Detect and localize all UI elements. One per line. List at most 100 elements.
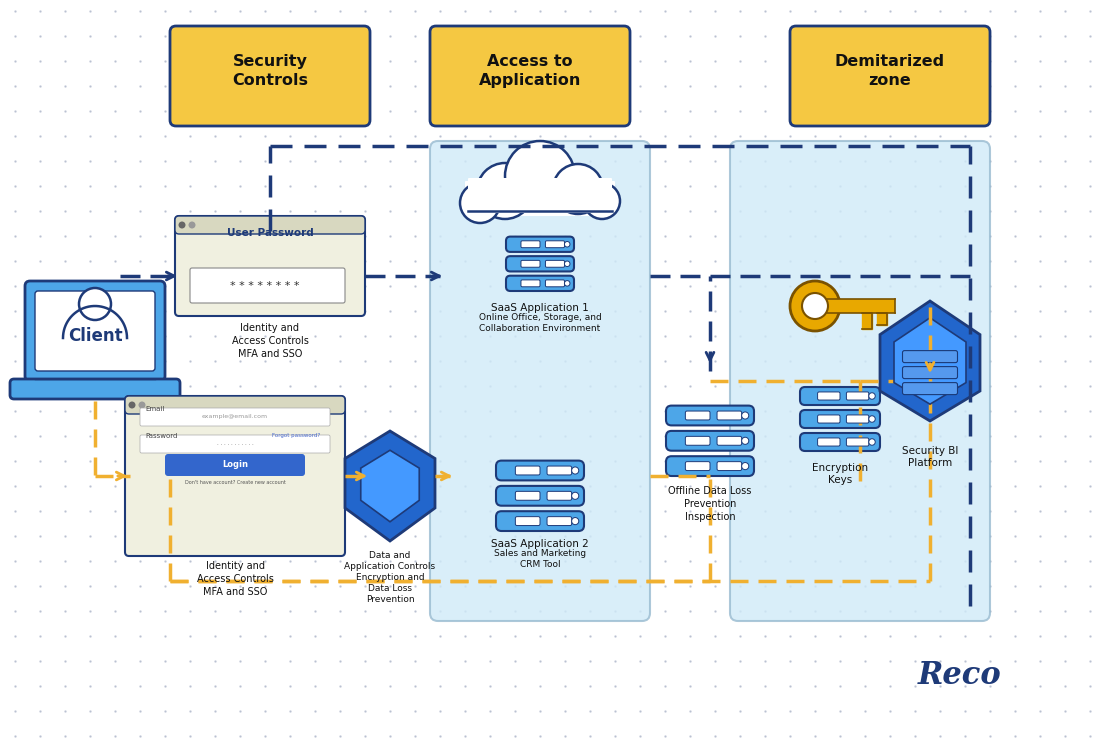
FancyBboxPatch shape [506, 237, 574, 252]
FancyBboxPatch shape [10, 379, 180, 399]
FancyBboxPatch shape [902, 351, 958, 363]
FancyBboxPatch shape [546, 280, 564, 287]
FancyBboxPatch shape [790, 26, 990, 126]
FancyBboxPatch shape [516, 466, 540, 475]
FancyBboxPatch shape [516, 517, 540, 526]
FancyBboxPatch shape [176, 216, 366, 316]
FancyBboxPatch shape [521, 241, 540, 248]
Polygon shape [894, 318, 965, 404]
Circle shape [572, 492, 579, 499]
FancyBboxPatch shape [665, 406, 754, 425]
Text: Offline Data Loss
Prevention
Inspection: Offline Data Loss Prevention Inspection [669, 486, 752, 523]
Circle shape [869, 416, 875, 422]
Text: Encryption
Keys: Encryption Keys [812, 463, 868, 485]
FancyBboxPatch shape [546, 261, 564, 267]
FancyBboxPatch shape [430, 141, 650, 621]
FancyBboxPatch shape [126, 396, 346, 414]
Circle shape [564, 261, 570, 267]
FancyBboxPatch shape [506, 276, 574, 291]
FancyBboxPatch shape [847, 415, 869, 423]
Polygon shape [361, 451, 419, 522]
FancyBboxPatch shape [466, 181, 615, 216]
Text: Security
Controls: Security Controls [232, 54, 308, 88]
FancyBboxPatch shape [496, 511, 584, 531]
Text: . . . . . . . . . . .: . . . . . . . . . . . [217, 442, 253, 447]
Text: Online Office, Storage, and
Collaboration Environment: Online Office, Storage, and Collaboratio… [479, 313, 601, 333]
FancyBboxPatch shape [430, 26, 630, 126]
Text: Data and
Application Controls
Encryption and
Data Loss
Prevention: Data and Application Controls Encryption… [344, 551, 436, 605]
Text: Demitarized
zone: Demitarized zone [835, 54, 945, 88]
Circle shape [129, 402, 136, 409]
FancyBboxPatch shape [190, 268, 346, 303]
FancyBboxPatch shape [547, 517, 572, 526]
FancyBboxPatch shape [36, 291, 156, 371]
FancyBboxPatch shape [800, 410, 880, 428]
Circle shape [572, 517, 579, 525]
FancyBboxPatch shape [818, 392, 840, 400]
Text: SaaS Application 1: SaaS Application 1 [491, 303, 589, 313]
FancyBboxPatch shape [717, 411, 742, 420]
Text: example@email.com: example@email.com [202, 415, 268, 420]
Text: Sales and Marketing
CRM Tool: Sales and Marketing CRM Tool [494, 549, 587, 569]
Circle shape [742, 412, 749, 419]
FancyBboxPatch shape [665, 456, 754, 476]
Circle shape [869, 439, 875, 445]
FancyBboxPatch shape [170, 26, 370, 126]
FancyBboxPatch shape [26, 281, 166, 381]
Circle shape [869, 393, 875, 400]
Circle shape [790, 281, 840, 331]
Circle shape [460, 183, 500, 223]
Polygon shape [880, 301, 980, 421]
Text: Access to
Application: Access to Application [479, 54, 581, 88]
FancyBboxPatch shape [166, 454, 306, 476]
FancyBboxPatch shape [685, 462, 710, 471]
FancyBboxPatch shape [818, 438, 840, 446]
FancyBboxPatch shape [685, 411, 710, 420]
Circle shape [572, 467, 579, 474]
Circle shape [564, 281, 570, 286]
Text: Security BI
Platform: Security BI Platform [902, 446, 958, 469]
Text: Login: Login [222, 460, 248, 469]
Circle shape [742, 437, 749, 445]
Circle shape [564, 242, 570, 247]
Circle shape [553, 164, 603, 214]
Circle shape [506, 141, 575, 211]
FancyBboxPatch shape [547, 491, 572, 500]
Text: Client: Client [68, 327, 122, 345]
FancyBboxPatch shape [468, 178, 612, 213]
Circle shape [79, 288, 111, 320]
FancyBboxPatch shape [176, 216, 366, 234]
Circle shape [179, 222, 186, 228]
Circle shape [189, 222, 196, 228]
FancyBboxPatch shape [140, 408, 330, 426]
FancyBboxPatch shape [902, 382, 958, 394]
Text: Identity and
Access Controls
MFA and SSO: Identity and Access Controls MFA and SSO [231, 323, 309, 360]
FancyBboxPatch shape [665, 431, 754, 451]
FancyBboxPatch shape [521, 261, 540, 267]
Text: Reco: Reco [918, 660, 1002, 692]
Text: Password: Password [146, 433, 178, 439]
Circle shape [742, 463, 749, 469]
FancyBboxPatch shape [717, 462, 742, 471]
Text: * * * * * * * *: * * * * * * * * [230, 281, 300, 291]
FancyBboxPatch shape [516, 491, 540, 500]
FancyBboxPatch shape [140, 435, 330, 453]
Text: Email: Email [146, 406, 164, 412]
FancyBboxPatch shape [730, 141, 990, 621]
Circle shape [477, 163, 533, 219]
FancyBboxPatch shape [521, 280, 540, 287]
Text: Identity and
Access Controls
MFA and SSO: Identity and Access Controls MFA and SSO [197, 561, 273, 597]
FancyBboxPatch shape [506, 256, 574, 271]
FancyBboxPatch shape [496, 460, 584, 481]
FancyBboxPatch shape [800, 387, 880, 405]
FancyBboxPatch shape [902, 366, 958, 379]
Text: User Password: User Password [227, 228, 313, 238]
Text: SaaS Application 2: SaaS Application 2 [491, 539, 589, 549]
FancyBboxPatch shape [126, 396, 346, 556]
FancyBboxPatch shape [847, 438, 869, 446]
FancyBboxPatch shape [685, 436, 710, 445]
Text: Don't have account? Create new account: Don't have account? Create new account [184, 481, 286, 485]
Circle shape [802, 293, 828, 319]
Circle shape [584, 183, 620, 219]
FancyBboxPatch shape [547, 466, 572, 475]
